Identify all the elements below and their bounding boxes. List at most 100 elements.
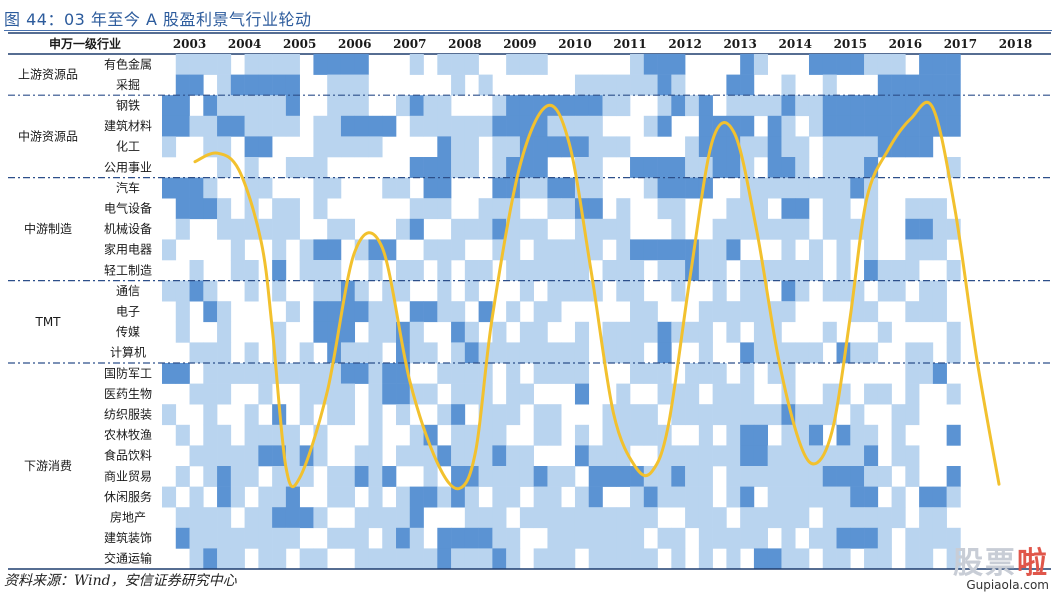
heat-cell xyxy=(175,301,190,323)
heat-cell xyxy=(891,74,906,96)
heat-cell xyxy=(162,95,177,117)
heat-cell xyxy=(781,218,796,240)
industry-label: 轻工制造 xyxy=(104,263,152,277)
heat-cell xyxy=(685,383,700,405)
sector-group-label: 上游资源品 xyxy=(18,68,78,82)
heat-cell xyxy=(409,424,424,446)
heat-cell xyxy=(203,301,218,323)
heat-cell xyxy=(547,136,562,158)
heat-cell xyxy=(740,383,755,405)
heat-cell xyxy=(588,218,603,240)
heat-cell xyxy=(354,115,369,137)
heat-cell xyxy=(409,527,424,549)
heat-cell xyxy=(767,157,782,178)
heat-cell xyxy=(409,54,424,75)
industry-label: 纺织服装 xyxy=(104,408,152,422)
heat-cell xyxy=(175,74,190,96)
heat-cell xyxy=(464,54,479,75)
heat-cell xyxy=(272,507,287,529)
heat-cell xyxy=(423,301,438,323)
heat-cell xyxy=(244,136,259,158)
heat-cell xyxy=(574,260,590,281)
heat-cell xyxy=(244,507,259,529)
heat-cell xyxy=(574,383,590,405)
heat-cell xyxy=(382,466,397,487)
heat-cell xyxy=(877,280,892,302)
heat-cell xyxy=(877,507,892,529)
heat-cell xyxy=(396,383,411,405)
heat-cell xyxy=(409,198,424,220)
heat-cell xyxy=(327,383,342,405)
heat-cell xyxy=(753,445,768,467)
heat-cell xyxy=(533,115,548,137)
heat-cell xyxy=(836,157,851,178)
heat-cell xyxy=(671,198,686,220)
header-band xyxy=(8,33,1043,54)
heat-cell xyxy=(877,74,892,96)
heat-cell xyxy=(891,260,906,281)
heat-cell xyxy=(368,363,383,384)
heat-cell xyxy=(685,177,700,199)
heat-cell xyxy=(946,383,961,405)
heat-cell xyxy=(850,115,865,137)
heat-cell xyxy=(561,260,576,281)
heat-cell xyxy=(519,383,534,405)
heat-cell xyxy=(726,321,741,343)
heat-cell xyxy=(630,363,645,384)
heat-cell xyxy=(630,280,645,302)
heat-cell xyxy=(671,177,686,199)
heat-cell xyxy=(492,342,507,364)
heat-cell xyxy=(574,95,590,117)
heat-cell xyxy=(519,54,534,75)
heat-cell xyxy=(726,527,741,549)
watermark-brand-a: 股票 xyxy=(953,546,1017,581)
heat-cell xyxy=(643,321,658,343)
heat-cell xyxy=(905,136,920,158)
heat-cell xyxy=(437,301,452,323)
heat-cell xyxy=(561,527,576,549)
year-label: 2011 xyxy=(613,37,646,51)
heat-cell xyxy=(767,404,782,426)
year-label: 2017 xyxy=(944,37,977,51)
heat-cell xyxy=(492,177,507,199)
heat-cell xyxy=(396,260,411,281)
heat-cell xyxy=(932,486,947,508)
heat-cell xyxy=(919,527,934,549)
heat-cell xyxy=(354,136,369,158)
heat-cell xyxy=(423,177,438,199)
heat-cell xyxy=(258,383,273,405)
heat-cell xyxy=(630,321,645,343)
heat-cell xyxy=(643,466,658,487)
heat-cell xyxy=(616,404,631,426)
heat-cell xyxy=(175,280,190,302)
heat-cell xyxy=(877,466,892,487)
heat-cell xyxy=(519,157,534,178)
heat-cell xyxy=(506,260,521,281)
heat-cell xyxy=(643,363,658,384)
heat-cell xyxy=(285,486,300,508)
heat-cell xyxy=(506,239,521,261)
heat-cell xyxy=(657,239,672,261)
heat-cell xyxy=(574,136,590,158)
heat-cell xyxy=(313,507,328,529)
heat-cell xyxy=(464,157,479,178)
heat-cell xyxy=(272,527,287,549)
heat-cell xyxy=(464,342,479,364)
heat-cell xyxy=(396,95,411,117)
heat-cell xyxy=(478,424,493,446)
heat-cell xyxy=(781,445,796,467)
heat-cell xyxy=(272,280,287,302)
heat-cell xyxy=(327,74,342,96)
heat-cell xyxy=(698,507,713,529)
heat-cell xyxy=(726,383,741,405)
heat-cell xyxy=(230,445,245,467)
heat-cell xyxy=(382,507,397,529)
heat-cell xyxy=(932,198,947,220)
heat-cell xyxy=(574,321,590,343)
heat-cell xyxy=(795,404,810,426)
heat-cell xyxy=(588,239,603,261)
heat-cell xyxy=(630,260,645,281)
heat-cell xyxy=(299,239,314,261)
heat-cell xyxy=(781,507,796,529)
heat-cell xyxy=(712,507,727,529)
